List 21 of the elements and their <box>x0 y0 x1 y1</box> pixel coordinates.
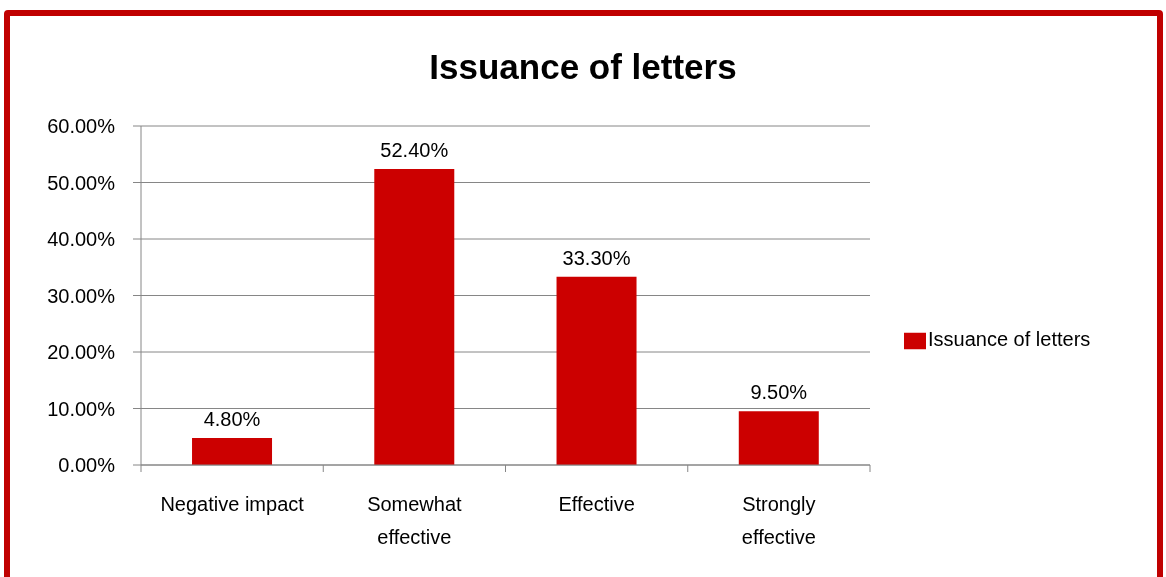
chart-title: Issuance of letters <box>428 47 738 87</box>
y-tick-label: 40.00% <box>47 228 116 251</box>
y-tick-label: 60.00% <box>47 115 116 138</box>
data-label: 9.50% <box>750 381 808 404</box>
data-label: 52.40% <box>380 138 449 161</box>
x-tick-label: Negative impact <box>160 493 305 516</box>
y-tick-label: 0.00% <box>58 454 116 477</box>
bar <box>192 437 273 465</box>
y-tick-label: 50.00% <box>47 171 116 194</box>
x-tick-label: Effective <box>558 493 635 516</box>
x-tick-label: Somewhat effective <box>367 493 463 549</box>
y-tick-label: 20.00% <box>47 341 116 364</box>
data-label: 4.80% <box>203 407 261 430</box>
legend-label: Issuance of letters <box>928 328 1091 350</box>
bar <box>556 276 637 465</box>
data-label: 33.30% <box>562 246 631 269</box>
y-tick-label: 10.00% <box>47 397 116 420</box>
y-tick-label: 30.00% <box>47 284 116 307</box>
bar <box>374 168 455 465</box>
bar <box>738 411 819 465</box>
x-tick-label: Strongly effective <box>741 493 816 549</box>
